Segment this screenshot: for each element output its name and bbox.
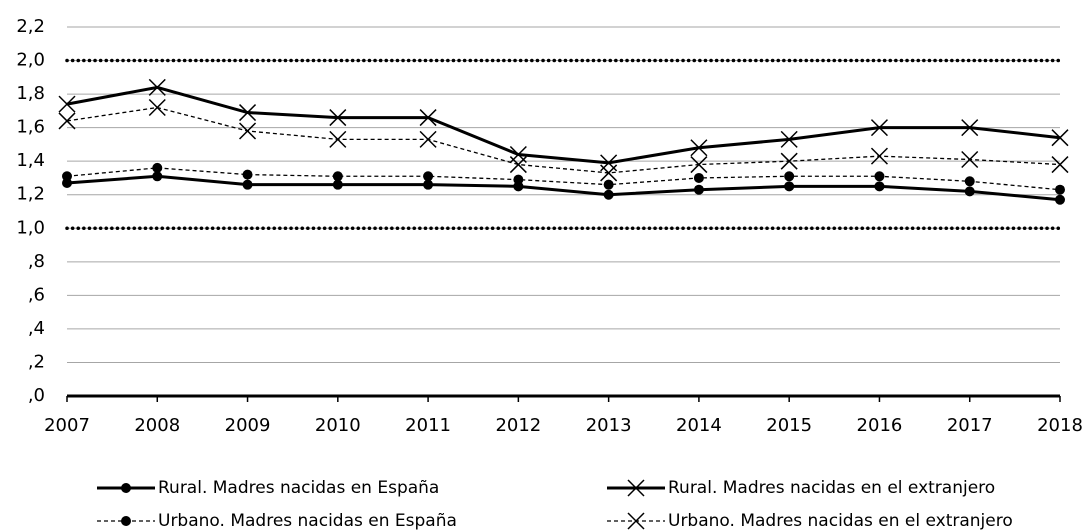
marker bbox=[603, 179, 614, 190]
marker bbox=[784, 171, 795, 182]
y-tick-label: ,0 bbox=[28, 385, 45, 406]
marker bbox=[600, 164, 618, 182]
marker bbox=[509, 156, 527, 174]
marker bbox=[152, 171, 163, 182]
legend-label: Urbano. Madres nacidas en España bbox=[158, 511, 457, 531]
marker bbox=[964, 186, 975, 197]
legend-label: Urbano. Madres nacidas en el extranjero bbox=[668, 511, 1013, 531]
marker bbox=[242, 179, 253, 190]
x-tick-label: 2015 bbox=[766, 415, 812, 436]
marker bbox=[1051, 129, 1069, 147]
x-tick-label: 2016 bbox=[857, 415, 903, 436]
marker bbox=[513, 174, 524, 185]
marker bbox=[58, 112, 76, 130]
x-tick-label: 2009 bbox=[225, 415, 271, 436]
y-tick-label: ,8 bbox=[28, 251, 45, 272]
series-line bbox=[66, 106, 1061, 174]
marker bbox=[242, 169, 253, 180]
marker bbox=[870, 147, 888, 165]
marker bbox=[1055, 194, 1065, 205]
legend-marker bbox=[627, 479, 645, 497]
marker bbox=[1051, 156, 1069, 174]
x-tick-label: 2014 bbox=[676, 415, 722, 436]
marker bbox=[874, 171, 885, 182]
y-tick-label: 2,0 bbox=[16, 50, 45, 71]
x-tick-label: 2011 bbox=[405, 415, 451, 436]
marker bbox=[961, 150, 979, 169]
y-tick-label: 1,4 bbox=[16, 150, 45, 171]
legend-label: Rural. Madres nacidas en España bbox=[158, 478, 439, 498]
marker bbox=[690, 156, 708, 174]
x-tick-label: 2010 bbox=[315, 415, 361, 436]
marker bbox=[329, 130, 347, 148]
marker bbox=[780, 130, 798, 148]
series-line bbox=[66, 174, 1061, 202]
marker bbox=[603, 189, 614, 200]
legend-marker bbox=[121, 483, 131, 493]
legend-marker bbox=[627, 512, 645, 530]
series-line bbox=[66, 85, 1061, 165]
x-tick-label: 2007 bbox=[44, 415, 90, 436]
legend-marker bbox=[121, 516, 131, 526]
marker bbox=[693, 184, 704, 195]
y-tick-label: 1,2 bbox=[16, 184, 45, 205]
marker bbox=[780, 152, 798, 170]
marker bbox=[148, 78, 166, 96]
y-tick-label: 1,6 bbox=[16, 117, 45, 138]
x-tick-label: 2013 bbox=[586, 415, 632, 436]
marker bbox=[423, 171, 434, 182]
series-line bbox=[66, 167, 1061, 191]
marker bbox=[332, 171, 343, 182]
marker bbox=[964, 176, 975, 187]
marker bbox=[423, 179, 434, 190]
marker bbox=[693, 172, 704, 183]
marker bbox=[332, 179, 343, 190]
marker bbox=[874, 181, 885, 192]
y-tick-label: ,6 bbox=[28, 284, 45, 305]
y-tick-label: 1,0 bbox=[16, 217, 45, 238]
marker bbox=[62, 171, 72, 182]
marker bbox=[870, 119, 888, 137]
marker bbox=[1055, 184, 1065, 195]
marker bbox=[239, 104, 257, 122]
x-tick-label: 2018 bbox=[1037, 415, 1083, 436]
marker bbox=[784, 181, 795, 192]
marker bbox=[419, 130, 437, 148]
marker bbox=[690, 139, 708, 157]
marker bbox=[58, 95, 76, 113]
marker bbox=[152, 162, 163, 173]
y-tick-label: 1,8 bbox=[16, 83, 45, 104]
legend-label: Rural. Madres nacidas en el extranjero bbox=[668, 478, 995, 498]
marker bbox=[148, 98, 166, 117]
y-tick-label: ,2 bbox=[28, 351, 45, 372]
marker bbox=[961, 119, 979, 137]
y-tick-label: 2,2 bbox=[16, 16, 45, 37]
x-tick-label: 2017 bbox=[947, 415, 993, 436]
x-tick-label: 2008 bbox=[134, 415, 180, 436]
marker bbox=[239, 122, 257, 140]
marker bbox=[329, 109, 347, 127]
x-tick-label: 2012 bbox=[495, 415, 541, 436]
y-tick-label: ,4 bbox=[28, 318, 45, 339]
marker bbox=[419, 109, 437, 127]
